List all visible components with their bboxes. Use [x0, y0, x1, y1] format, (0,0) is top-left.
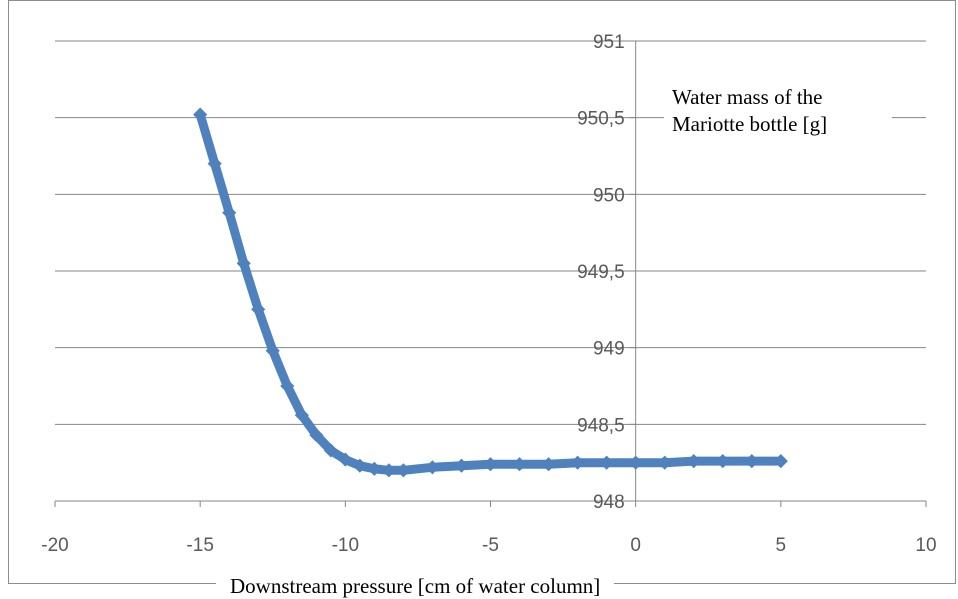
data-point-4	[251, 302, 266, 317]
series-water-mass	[193, 107, 788, 478]
data-point-22	[628, 455, 643, 470]
data-point-25	[715, 454, 730, 469]
y-tick-label-3: 949,5	[577, 262, 625, 283]
x-axis-label: Downstream pressure [cm of water column]	[216, 573, 615, 599]
data-point-3	[236, 256, 251, 271]
data-point-5	[265, 343, 280, 358]
data-point-27	[773, 454, 788, 469]
data-point-11	[352, 458, 367, 473]
data-point-14	[396, 463, 411, 478]
y-tick-label-4: 950	[593, 185, 625, 206]
data-point-2	[222, 205, 237, 220]
data-point-16	[454, 458, 469, 473]
data-point-21	[599, 455, 614, 470]
data-point-23	[657, 455, 672, 470]
axes	[54, 40, 927, 507]
x-tick-label-5: 5	[776, 535, 787, 556]
x-tick-label-0: -20	[41, 535, 68, 556]
data-point-15	[425, 460, 440, 475]
data-point-19	[541, 457, 556, 472]
y-axis-label: Water mass of the Mariotte bottle [g]	[664, 84, 892, 138]
data-point-9	[323, 443, 338, 458]
data-point-12	[367, 461, 382, 476]
data-point-6	[280, 378, 295, 394]
x-tick-labels: -20 -15 -10 -5 0 5 10	[41, 535, 936, 556]
series-line	[195, 110, 786, 475]
data-point-18	[512, 457, 527, 472]
data-point-10	[338, 452, 353, 467]
data-point-1	[207, 156, 222, 171]
x-tick-label-3: -5	[482, 535, 499, 556]
y-tick-label-6: 951	[593, 32, 625, 53]
y-axis-label-line2: Mariotte bottle [g]	[672, 112, 828, 136]
y-tick-label-2: 949	[593, 339, 625, 360]
data-point-8	[309, 427, 324, 443]
data-point-20	[570, 455, 585, 470]
data-point-24	[686, 454, 701, 469]
y-tick-labels: 948 948,5 949 949,5 950 950,5 951	[577, 32, 625, 513]
x-tick-label-4: 0	[630, 535, 641, 556]
y-tick-label-0: 948	[593, 492, 625, 513]
data-point-7	[294, 408, 309, 423]
x-tick-label-6: 10	[915, 535, 936, 556]
data-point-13	[381, 463, 396, 478]
data-point-26	[744, 454, 759, 469]
y-axis-label-line1: Water mass of the	[672, 85, 823, 109]
y-tick-label-1: 948,5	[577, 415, 625, 436]
y-tick-label-5: 950,5	[577, 109, 625, 130]
x-tick-label-1: -15	[186, 535, 213, 556]
data-point-17	[483, 457, 498, 472]
x-tick-label-2: -10	[332, 535, 359, 556]
